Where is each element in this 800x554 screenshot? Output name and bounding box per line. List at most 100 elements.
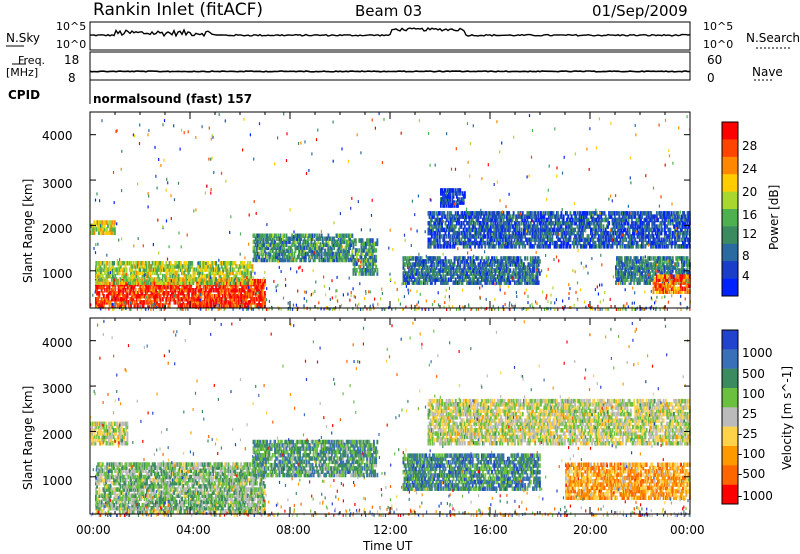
power-cell bbox=[144, 297, 147, 302]
power-cell bbox=[99, 273, 102, 279]
power-cell bbox=[240, 291, 242, 296]
power-cell bbox=[262, 281, 265, 287]
power-cell bbox=[183, 303, 186, 308]
power-cell bbox=[304, 239, 307, 245]
power-cell bbox=[126, 284, 129, 290]
power-cell bbox=[135, 273, 138, 279]
power-cell bbox=[237, 297, 240, 302]
power-cell bbox=[194, 291, 197, 296]
power-cell bbox=[195, 303, 198, 308]
power-cell bbox=[261, 297, 264, 302]
power-cell bbox=[116, 303, 119, 308]
power-cell bbox=[270, 242, 273, 248]
power-cell bbox=[303, 257, 306, 263]
power-cell bbox=[244, 273, 247, 279]
power-cell bbox=[127, 277, 130, 282]
power-cell bbox=[236, 270, 239, 276]
power-cell bbox=[204, 294, 207, 299]
power-cell bbox=[232, 267, 234, 272]
power-cell bbox=[163, 284, 165, 290]
power-cell bbox=[312, 254, 315, 260]
power-cell bbox=[198, 270, 200, 276]
power-cell bbox=[110, 267, 113, 272]
power-cell bbox=[98, 223, 100, 229]
power-cell bbox=[250, 270, 253, 276]
power-cell bbox=[183, 273, 186, 279]
power-cell bbox=[293, 239, 296, 245]
power-cell bbox=[291, 236, 293, 241]
power-cell bbox=[286, 236, 289, 241]
power-cell bbox=[265, 254, 267, 260]
power-cell bbox=[169, 273, 172, 279]
power-cell bbox=[97, 291, 100, 296]
velocity-cbar-tick-neg100: -100 bbox=[738, 447, 766, 461]
power-cell bbox=[118, 288, 121, 293]
power-cell bbox=[199, 270, 202, 276]
power-cell bbox=[270, 257, 273, 263]
power-cell bbox=[148, 267, 151, 272]
power-cell bbox=[235, 264, 238, 269]
power-cell bbox=[165, 284, 168, 290]
power-cell bbox=[104, 230, 107, 235]
power-cell bbox=[295, 233, 298, 238]
power-cell bbox=[121, 280, 123, 285]
power-cell bbox=[186, 284, 189, 290]
power-cell bbox=[669, 227, 672, 233]
power-cell bbox=[119, 297, 122, 302]
power-cell bbox=[116, 267, 119, 272]
power-cell bbox=[201, 264, 204, 269]
power-cell bbox=[218, 291, 221, 296]
power-cell bbox=[544, 211, 547, 216]
power-cell bbox=[227, 280, 230, 285]
power-cell bbox=[131, 300, 134, 305]
power-cell bbox=[156, 277, 159, 282]
power-cell bbox=[224, 288, 227, 293]
power-cell bbox=[99, 300, 102, 305]
power-cell bbox=[133, 300, 136, 305]
power-cell bbox=[203, 303, 206, 308]
power-cell bbox=[130, 280, 132, 285]
power-cell bbox=[201, 261, 204, 266]
power-cell bbox=[258, 254, 261, 260]
power-cell bbox=[655, 211, 658, 216]
power-cell bbox=[287, 251, 290, 257]
power-cell bbox=[185, 284, 188, 290]
power-cell bbox=[195, 300, 198, 305]
power-cell bbox=[242, 297, 245, 302]
power-cell bbox=[169, 270, 172, 276]
power-cell bbox=[139, 280, 142, 285]
power-cell bbox=[192, 273, 195, 279]
power-cell bbox=[193, 297, 196, 302]
power-cell bbox=[146, 300, 148, 305]
power-cell bbox=[302, 245, 305, 251]
power-cell bbox=[275, 236, 278, 241]
power-cell bbox=[223, 294, 225, 299]
power-cell bbox=[174, 291, 177, 296]
power-cell bbox=[223, 261, 225, 266]
power-cell bbox=[135, 261, 138, 266]
power-cell bbox=[148, 288, 151, 293]
power-cell bbox=[258, 284, 261, 290]
power-cell bbox=[261, 281, 264, 287]
power-cell bbox=[158, 303, 161, 308]
power-cell bbox=[176, 270, 179, 276]
power-cell bbox=[114, 291, 117, 296]
power-cell bbox=[110, 297, 113, 302]
power-cell bbox=[310, 233, 313, 238]
power-cell bbox=[302, 257, 305, 263]
power-cell bbox=[183, 264, 186, 269]
power-cell bbox=[97, 261, 100, 266]
power-cell bbox=[167, 267, 170, 272]
power-cell bbox=[159, 264, 162, 269]
power-cell bbox=[280, 245, 283, 251]
power-cell bbox=[113, 267, 115, 272]
power-cell bbox=[95, 261, 97, 266]
power-cell bbox=[98, 264, 101, 269]
power-cell bbox=[112, 281, 114, 287]
power-cell bbox=[217, 270, 220, 276]
power-cell bbox=[304, 233, 307, 238]
power-cell bbox=[186, 280, 189, 285]
power-cell bbox=[110, 270, 113, 276]
power-cell bbox=[252, 257, 255, 263]
power-cell bbox=[191, 264, 194, 269]
